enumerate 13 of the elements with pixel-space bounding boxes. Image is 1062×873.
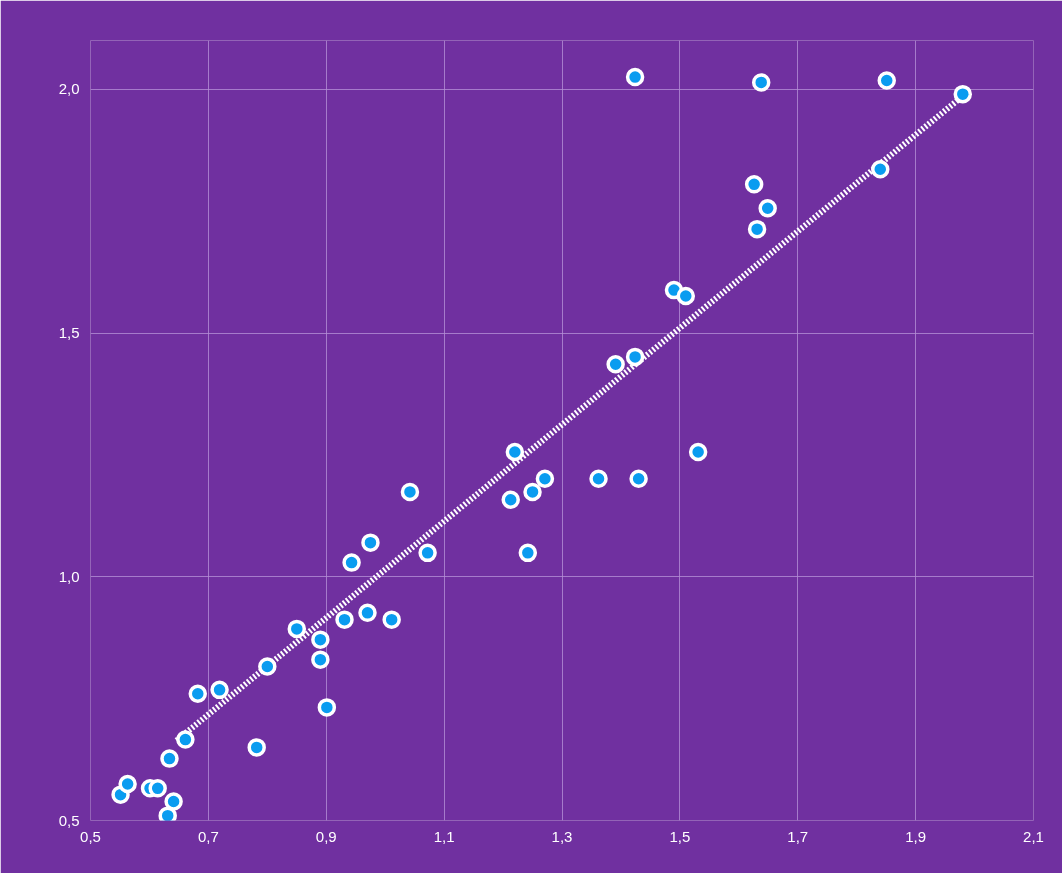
y-tick-label: 0,5 xyxy=(58,811,80,829)
x-tick-label: 0,9 xyxy=(315,827,337,845)
x-tick-label: 1,3 xyxy=(551,827,573,845)
x-tick-label: 1,5 xyxy=(669,827,691,845)
x-tick-label: 1,1 xyxy=(433,827,455,845)
y-tick-label: 1,0 xyxy=(58,567,80,585)
x-tick-label: 2,1 xyxy=(1023,827,1044,845)
x-tick-label: 1,9 xyxy=(905,827,927,845)
x-tick-label: 1,7 xyxy=(787,827,809,845)
y-tick-label: 1,5 xyxy=(58,324,80,341)
y-tick-label: 2,0 xyxy=(58,80,80,98)
x-tick-label: 0,5 xyxy=(80,827,101,845)
x-tick-label: 0,7 xyxy=(197,827,219,845)
